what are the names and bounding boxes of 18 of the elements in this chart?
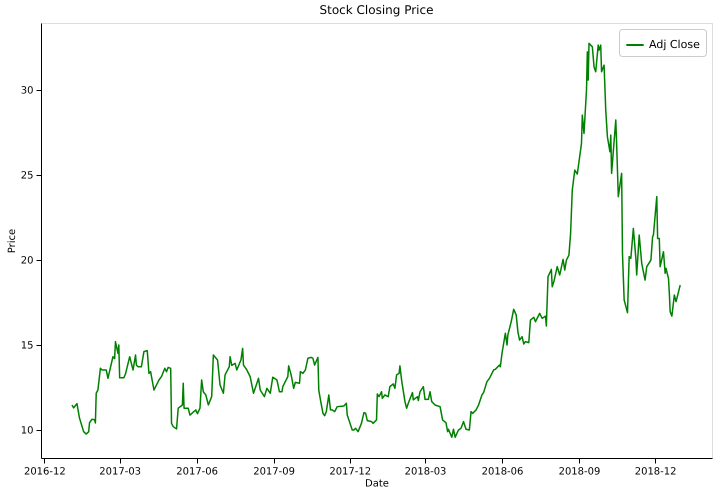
x-tick-label: 2018-03 <box>404 466 446 478</box>
x-tick-label: 2017-09 <box>253 466 295 478</box>
y-tick-label: 30 <box>20 86 34 97</box>
x-tick-label: 2018-06 <box>482 466 524 478</box>
legend-label: Adj Close <box>649 38 700 51</box>
x-tick-label: 2017-06 <box>176 466 218 478</box>
x-axis-title: Date <box>365 478 389 490</box>
y-axis-title: Price <box>6 228 18 254</box>
x-tick-label: 2016-12 <box>24 466 66 478</box>
y-tick-label: 20 <box>20 256 34 267</box>
x-tick-label: 2017-12 <box>329 466 372 478</box>
x-tick-label: 2018-12 <box>634 466 677 478</box>
chart-title: Stock Closing Price <box>320 3 434 17</box>
y-tick-label: 15 <box>20 340 34 352</box>
y-tick-label: 25 <box>20 170 34 182</box>
x-tick-label: 2017-03 <box>99 466 142 478</box>
y-tick-label: 10 <box>20 425 34 436</box>
x-tick-label: 2018-09 <box>558 466 600 478</box>
